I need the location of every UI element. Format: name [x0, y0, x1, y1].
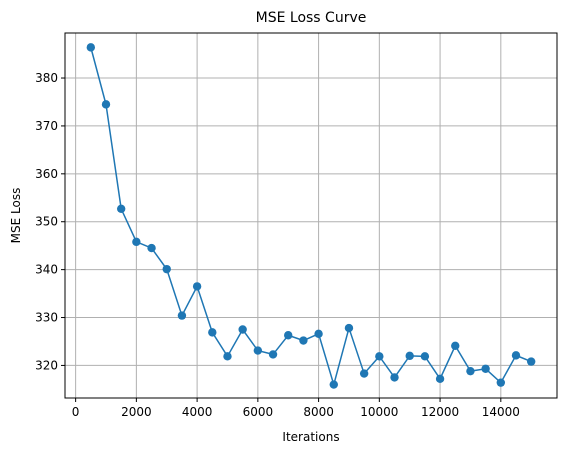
x-tick-label: 0 — [72, 405, 80, 419]
data-point — [238, 325, 247, 334]
data-point — [132, 237, 141, 247]
data-point — [375, 352, 384, 361]
data-point — [86, 43, 96, 52]
y-axis-label: MSE Loss — [9, 188, 23, 244]
data-point — [435, 374, 445, 384]
series-line — [90, 47, 532, 388]
data-point — [405, 351, 414, 361]
data-point — [390, 373, 399, 382]
data-point — [451, 341, 460, 350]
data-point — [511, 351, 521, 360]
chart-title: MSE Loss Curve — [256, 10, 367, 26]
x-tick-label: 4000 — [182, 405, 213, 419]
data-point — [420, 352, 430, 361]
data-point — [329, 380, 338, 389]
y-tick-label: 380 — [35, 71, 58, 85]
series-markers — [86, 43, 536, 389]
data-point — [526, 357, 536, 366]
data-point — [147, 243, 156, 253]
data-point — [481, 364, 490, 373]
data-point — [359, 369, 369, 378]
data-point — [344, 323, 354, 333]
x-axis-label: Iterations — [282, 430, 339, 444]
data-point — [208, 328, 217, 337]
x-tick-label: 10000 — [360, 405, 398, 419]
y-tick-label: 320 — [35, 358, 58, 372]
y-tick-label: 360 — [35, 167, 58, 181]
grid-lines — [65, 33, 557, 398]
y-tick-label: 340 — [35, 263, 58, 277]
data-point — [101, 100, 111, 109]
data-point — [177, 311, 187, 320]
data-point — [496, 378, 506, 387]
y-tick-label: 370 — [35, 119, 58, 133]
x-tick-label: 12000 — [421, 405, 459, 419]
data-point — [253, 346, 263, 355]
data-point — [162, 264, 171, 274]
axis-ticks: 0 2000 4000 6000 8000 10000 12000 14000 320 330 34… — [35, 71, 520, 419]
data-point — [314, 329, 323, 339]
y-tick-label: 330 — [35, 311, 58, 325]
data-point — [299, 336, 308, 345]
x-tick-label: 8000 — [303, 405, 334, 419]
data-point — [116, 204, 126, 213]
plot-frame — [64, 32, 558, 399]
y-tick-label: 350 — [35, 215, 58, 229]
x-tick-label: 2000 — [121, 405, 152, 419]
data-point — [192, 282, 202, 291]
data-point — [284, 331, 293, 340]
x-tick-label: 14000 — [482, 405, 520, 419]
data-point — [466, 366, 475, 376]
data-point — [268, 350, 278, 359]
x-tick-label: 6000 — [243, 405, 274, 419]
data-point — [223, 352, 232, 361]
loss-line — [90, 47, 532, 388]
